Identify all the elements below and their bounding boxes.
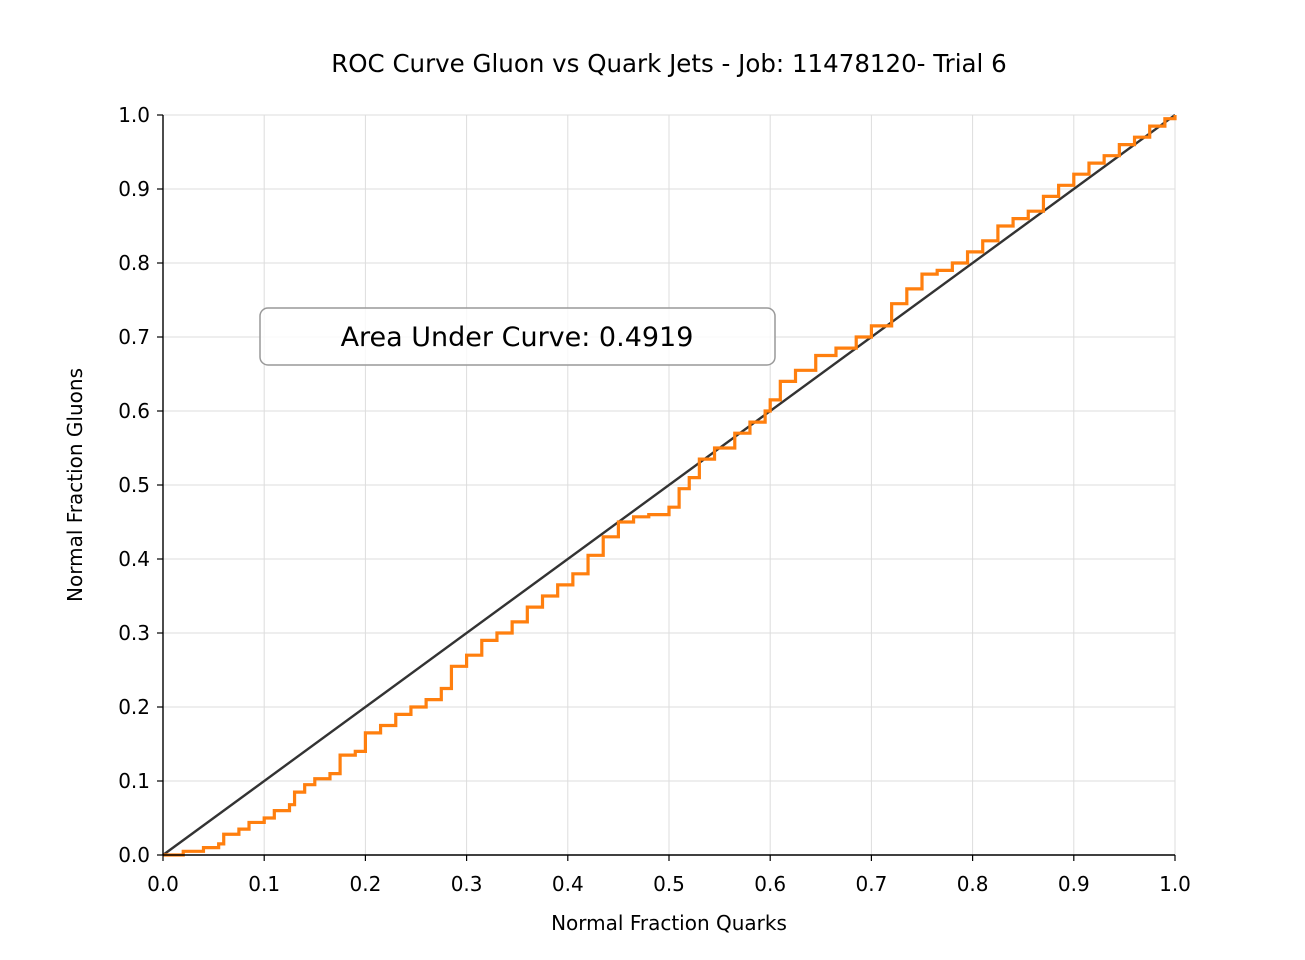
x-tick-label-8: 0.8 xyxy=(957,872,989,896)
diagonal-reference-line xyxy=(162,114,1176,856)
x-tick-label-6: 0.6 xyxy=(754,872,786,896)
roc-curve-line xyxy=(163,115,1177,857)
y-tick-label-8: 0.8 xyxy=(118,251,150,275)
y-tick-label-1: 0.1 xyxy=(118,769,150,793)
x-tick-label-3: 0.3 xyxy=(451,872,483,896)
x-ticks: 0.0 0.1 0.2 0.3 0.4 0.5 0.6 0.7 0.8 0.9 1.0 xyxy=(147,855,1191,896)
x-tick-label-5: 0.5 xyxy=(653,872,685,896)
auc-annotation: Area Under Curve: 0.4919 xyxy=(259,307,776,366)
y-tick-label-0: 0.0 xyxy=(118,843,150,867)
x-axis-label: Normal Fraction Quarks xyxy=(551,911,787,935)
y-tick-label-5: 0.5 xyxy=(118,473,150,497)
y-axis-label: Normal Fraction Gluons xyxy=(63,368,87,602)
x-tick-label-4: 0.4 xyxy=(552,872,584,896)
y-ticks: 0.0 0.1 0.2 0.3 0.4 0.5 0.6 0.7 0.8 0.9 1.0 xyxy=(118,103,163,867)
x-tick-label-0: 0.0 xyxy=(147,872,179,896)
x-tick-label-9: 0.9 xyxy=(1058,872,1090,896)
diagonal-layer xyxy=(162,114,1176,856)
y-tick-label-4: 0.4 xyxy=(118,547,150,571)
auc-annotation-box xyxy=(259,307,776,366)
y-tick-label-10: 1.0 xyxy=(118,103,150,127)
x-tick-label-7: 0.7 xyxy=(855,872,887,896)
x-tick-label-2: 0.2 xyxy=(349,872,381,896)
chart-title: ROC Curve Gluon vs Quark Jets - Job: 114… xyxy=(331,49,1007,78)
y-tick-label-6: 0.6 xyxy=(118,399,150,423)
x-tick-label-10: 1.0 xyxy=(1159,872,1191,896)
x-tick-label-1: 0.1 xyxy=(248,872,280,896)
y-tick-label-7: 0.7 xyxy=(118,325,150,349)
auc-annotation-text: Area Under Curve: 0.4919 xyxy=(341,322,694,353)
roc-layer xyxy=(163,115,1177,857)
y-tick-label-2: 0.2 xyxy=(118,695,150,719)
y-tick-label-9: 0.9 xyxy=(118,177,150,201)
y-tick-label-3: 0.3 xyxy=(118,621,150,645)
